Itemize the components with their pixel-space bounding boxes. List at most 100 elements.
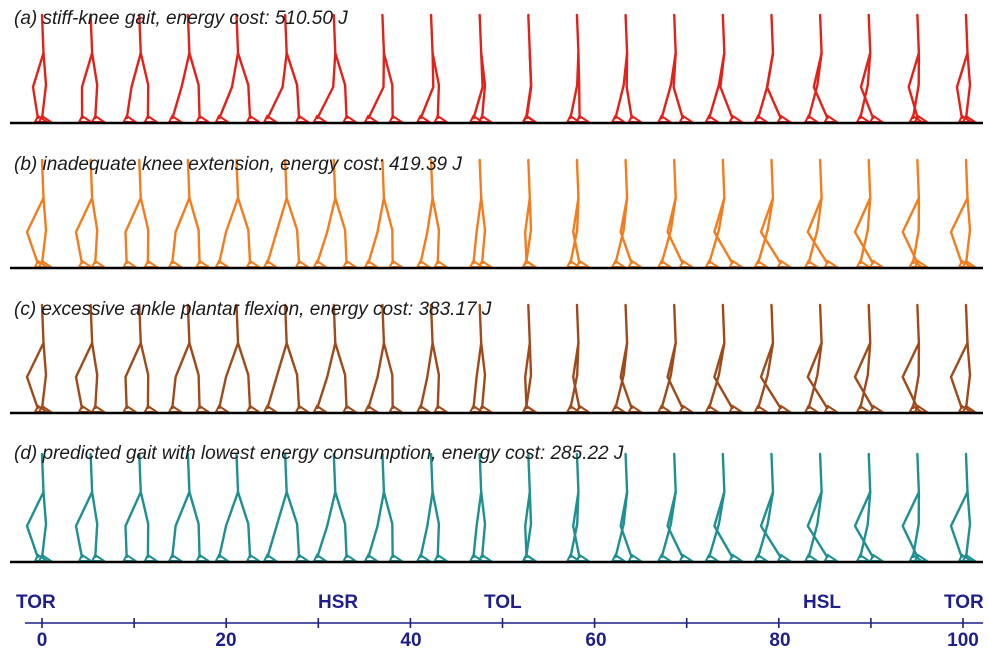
figure-d-frame-10-thigh	[478, 452, 483, 494]
figure-b-frame-1-thigh	[40, 158, 45, 200]
figure-c-frame-18-thigh	[867, 303, 872, 345]
figure-c-frame-15-back-foot	[728, 404, 746, 413]
figure-a-frame-15-back-foot	[728, 114, 746, 123]
figure-a-frame-2-back-leg	[80, 52, 94, 120]
figure-b-frame-17-front-foot	[803, 259, 821, 268]
axis-tick-label-80: 80	[769, 630, 791, 651]
figure-a-frame-3-front-leg	[139, 52, 150, 120]
figure-c-frame-12-front-leg	[569, 342, 580, 410]
figure-b-frame-6-thigh	[283, 158, 288, 200]
figure-c-frame-5-front-leg	[236, 342, 252, 410]
figure-d-frame-18-front-leg	[858, 491, 872, 559]
figure-a-frame-13-thigh	[624, 13, 629, 55]
axis-tick-label-20: 20	[215, 630, 237, 651]
figure-b-frame-20-front-leg	[964, 197, 972, 265]
figure-c-frame-6-front-foot	[294, 404, 312, 413]
figure-a-frame-10-thigh	[478, 13, 483, 55]
figure-c-frame-19-back-foot	[913, 404, 931, 413]
figure-a-frame-11-back-foot	[521, 114, 539, 123]
figure-d-frame-16-back-foot	[776, 553, 794, 562]
figure-c-frame-20-back-leg	[949, 342, 969, 410]
figure-c-frame-13-back-leg	[619, 342, 634, 410]
figure-c-frame-17-front-foot	[803, 404, 821, 413]
figure-b-frame-4-front-leg	[188, 197, 201, 265]
figure-b-frame-8-back-foot	[363, 259, 381, 268]
figure-b-frame-7-front-foot	[341, 259, 359, 268]
figure-a-frame-2-back-foot	[77, 114, 95, 123]
figure-c-frame-2-back-foot	[77, 404, 95, 413]
figure-b-frame-14-back-foot	[678, 259, 696, 268]
figure-c-frame-3-back-foot	[122, 404, 139, 413]
figure-a-frame-6-front-leg	[285, 52, 301, 120]
figure-a-frame-5-back-leg	[217, 52, 240, 120]
event-label-hsr: HSR	[318, 592, 359, 613]
panel-c-title: (c) excessive ankle plantar flexion, ene…	[14, 299, 492, 320]
figure-c-frame-19-back-leg	[901, 342, 920, 410]
figure-b-frame-3-front-foot	[143, 259, 161, 268]
figure-b-frame-11-back-foot	[521, 259, 539, 268]
figure-a-frame-15-back-leg	[719, 52, 734, 120]
figure-c-frame-7-front-foot	[341, 404, 359, 413]
figure-a-frame-16-front-foot	[753, 114, 771, 123]
figure-d-frame-3-front-foot	[143, 553, 161, 562]
figure-d-frame-16-thigh	[770, 452, 775, 494]
figure-b-frame-10-back-leg	[472, 197, 483, 265]
figure-a-frame-18-back-foot	[868, 114, 886, 123]
axis-tick-label-0: 0	[36, 630, 48, 651]
figure-c-frame-14-back-foot	[678, 404, 696, 413]
figure-a-frame-5-front-leg	[236, 52, 252, 120]
figure-d-frame-11-front-leg	[524, 491, 533, 559]
figure-b-frame-8-front-leg	[382, 197, 394, 265]
figure-b-frame-12-back-leg	[572, 197, 581, 265]
figure-d-frame-5-thigh	[235, 452, 240, 494]
figure-b-frame-2-front-leg	[90, 197, 99, 265]
figure-a-frame-11-thigh	[527, 13, 532, 55]
figure-d-frame-14-back-foot	[678, 553, 696, 562]
figure-a-frame-4-front-foot	[194, 114, 212, 123]
figure-b-frame-15-front-foot	[704, 259, 722, 268]
figure-b-frame-4-back-foot	[167, 259, 185, 268]
figure-a-frame-13-front-leg	[614, 52, 629, 120]
figure-c-frame-1-thigh	[40, 303, 45, 345]
figure-d-frame-10-front-leg	[480, 491, 487, 559]
figure-b-frame-16-thigh	[770, 158, 775, 200]
figure-d-frame-18-back-leg	[853, 491, 875, 559]
figure-a-frame-12-front-leg	[569, 52, 580, 120]
figure-c-frame-8-back-leg	[366, 342, 386, 410]
figure-d-frame-15-back-foot	[728, 553, 746, 562]
figure-c-frame-8-back-foot	[363, 404, 381, 413]
figure-c-frame-11-front-leg	[524, 342, 533, 410]
figure-d-frame-3-back-foot	[122, 553, 139, 562]
figure-a-frame-20-back-leg	[955, 52, 969, 120]
figure-b-frame-19-front-leg	[911, 197, 921, 265]
figure-c-frame-3-front-leg	[139, 342, 150, 410]
figure-c-frame-13-thigh	[624, 303, 629, 345]
figure-c-frame-5-front-foot	[245, 404, 263, 413]
figure-c-frame-17-back-foot	[823, 404, 841, 413]
figure-b-frame-13-front-foot	[610, 259, 628, 268]
figure-c-frame-3-thigh	[138, 303, 142, 345]
figure-c-frame-12-back-foot	[574, 404, 592, 413]
figure-c-frame-17-thigh	[818, 303, 823, 345]
figure-a-frame-20-front-leg	[964, 52, 972, 120]
figure-c-frame-16-front-foot	[753, 404, 771, 413]
figure-c-frame-13-front-foot	[610, 404, 628, 413]
figure-d-frame-3-front-leg	[139, 491, 150, 559]
figure-a-frame-16-thigh	[770, 13, 775, 55]
axis-tick-label-60: 60	[585, 630, 607, 651]
figure-c-frame-20-thigh	[964, 303, 969, 345]
figure-d-frame-15-front-foot	[704, 553, 722, 562]
figure-d-frame-7-thigh	[332, 452, 337, 494]
figure-a-frame-3-back-foot	[122, 114, 139, 123]
panel-d-title: (d) predicted gait with lowest energy co…	[14, 443, 624, 464]
figure-c-frame-10-back-leg	[472, 342, 483, 410]
figure-b-frame-16-front-leg	[756, 197, 775, 265]
figure-d-frame-16-back-leg	[759, 491, 783, 559]
figure-a-frame-9-thigh	[429, 13, 434, 55]
figure-c-frame-9-back-foot	[415, 404, 433, 413]
figure-a-frame-7-back-leg	[315, 52, 337, 120]
figure-d-frame-7-front-leg	[334, 491, 348, 559]
figure-c-frame-18-front-leg	[858, 342, 872, 410]
figure-a-frame-9-front-foot	[433, 114, 451, 123]
figure-c-frame-18-back-foot	[868, 404, 886, 413]
